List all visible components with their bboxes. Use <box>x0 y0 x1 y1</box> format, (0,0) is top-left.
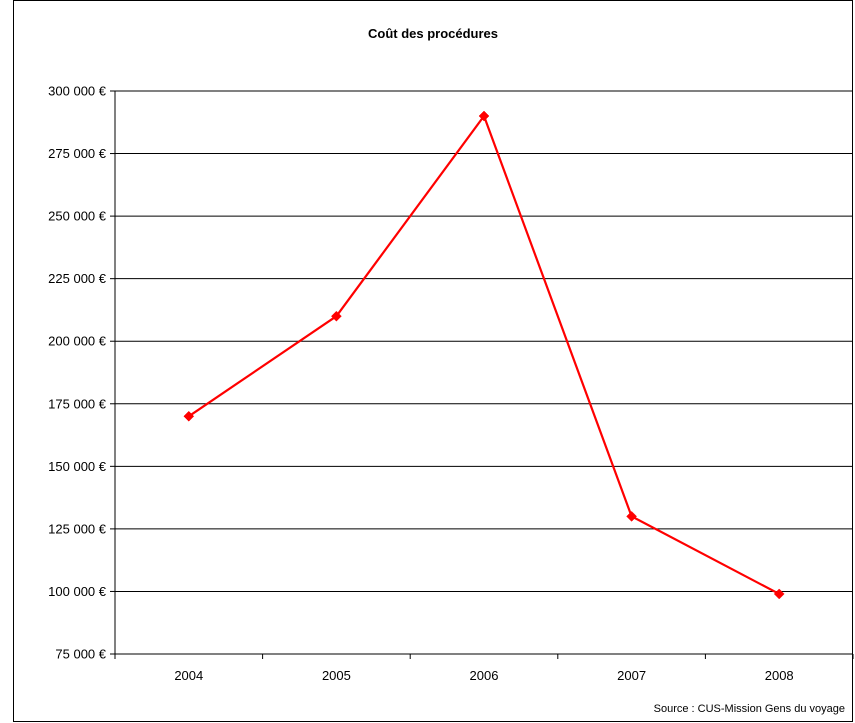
data-point-marker <box>626 511 637 522</box>
y-tick-label: 75 000 € <box>55 647 106 662</box>
series-group <box>183 110 785 600</box>
y-tick-label: 225 000 € <box>48 271 107 286</box>
y-tick-label: 150 000 € <box>48 459 107 474</box>
y-tick-label: 125 000 € <box>48 521 107 536</box>
data-point-marker <box>478 110 490 122</box>
x-tick-label: 2008 <box>765 668 794 683</box>
y-tick-label: 200 000 € <box>48 334 107 349</box>
series-line <box>188 114 780 595</box>
x-tick-label: 2004 <box>174 668 203 683</box>
y-tick-label: 275 000 € <box>48 146 107 161</box>
y-tick-label: 300 000 € <box>48 84 107 99</box>
data-point-marker <box>183 410 195 422</box>
y-tick-label: 175 000 € <box>48 396 107 411</box>
x-tick-label: 2005 <box>322 668 351 683</box>
y-axis-tick-labels: 75 000 € 100 000 € 125 000 € 150 000 € 175 0… <box>48 84 107 662</box>
x-tick-label: 2006 <box>470 668 499 683</box>
x-axis-tick-labels: 2004 2005 2006 2007 2008 <box>174 668 793 683</box>
axes <box>110 90 854 659</box>
data-point-marker <box>331 310 342 322</box>
chart-area <box>13 0 853 722</box>
y-tick-label: 250 000 € <box>48 209 107 224</box>
data-point-marker <box>773 588 785 600</box>
chart-title: Coût des procédures <box>367 26 499 41</box>
x-tick-label: 2007 <box>617 668 646 683</box>
gridlines <box>115 90 853 655</box>
chart-source-note: Source : CUS-Mission Gens du voyage <box>653 703 845 715</box>
y-tick-label: 100 000 € <box>48 584 107 599</box>
